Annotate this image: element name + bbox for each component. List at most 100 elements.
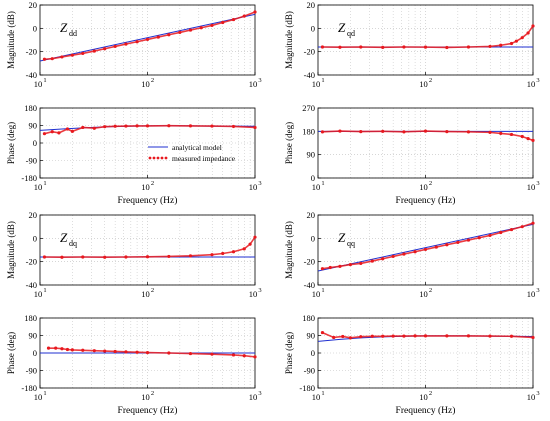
axes-box — [39, 107, 256, 179]
y-tick-label: -20 — [304, 47, 315, 57]
measured-series — [320, 24, 535, 50]
x-tick-exponent: 1 — [43, 287, 46, 294]
y-tick-label: -90 — [26, 156, 37, 166]
y-axis-label: Phase (deg) — [284, 122, 294, 164]
measured-trace — [44, 11, 256, 61]
measured-trace — [322, 331, 534, 339]
x-axis-label: Frequency (Hz) — [118, 195, 178, 206]
axes-box — [39, 214, 256, 286]
y-axis-label: Magnitude (dB) — [284, 221, 294, 279]
y-tick-label: -90 — [304, 366, 315, 376]
x-tick-exponent: 3 — [258, 77, 261, 84]
x-tick-label: 10 — [141, 182, 150, 192]
y-tick-label: -20 — [26, 47, 37, 57]
x-tick-exponent: 3 — [258, 180, 261, 187]
legend-analytical-label: analytical model — [172, 143, 222, 152]
x-tick-label: 10 — [527, 182, 536, 192]
measured-trace — [322, 25, 534, 49]
y-tick-label: -180 — [21, 173, 37, 183]
y-tick-label: 90 — [29, 121, 38, 131]
measured-series — [42, 124, 257, 136]
x-tick-label: 10 — [312, 182, 321, 192]
x-tick-exponent: 2 — [151, 77, 154, 84]
x-axis-label: Frequency (Hz) — [118, 405, 178, 416]
x-tick-label: 10 — [141, 79, 150, 89]
measured-trace — [48, 347, 256, 358]
y-tick-label: -40 — [26, 280, 37, 290]
x-tick-label: 10 — [419, 79, 428, 89]
x-tick-exponent: 1 — [43, 390, 46, 397]
x-tick-exponent: 1 — [321, 77, 324, 84]
panel-name: Z — [338, 230, 346, 245]
y-tick-label: -180 — [21, 383, 37, 393]
y-tick-label: -40 — [304, 280, 315, 290]
y-tick-label: 20 — [29, 0, 38, 10]
y-axis-label: Phase (deg) — [6, 332, 16, 374]
x-tick-label: 10 — [34, 392, 43, 402]
y-axis-label: Magnitude (dB) — [6, 11, 16, 69]
x-tick-label: 10 — [312, 79, 321, 89]
y-tick-label: -20 — [26, 257, 37, 267]
x-axis-label: Frequency (Hz) — [396, 405, 456, 416]
y-tick-label: 90 — [307, 331, 316, 341]
analytical-line — [39, 13, 256, 62]
measured-series — [46, 346, 257, 359]
x-tick-exponent: 2 — [429, 180, 432, 187]
x-tick-exponent: 3 — [536, 180, 539, 187]
y-tick-label: 20 — [307, 0, 316, 10]
x-tick-exponent: 2 — [151, 390, 154, 397]
axes-box — [317, 4, 534, 76]
x-tick-exponent: 2 — [151, 287, 154, 294]
legend-measured-swatch — [164, 156, 168, 160]
x-tick-label: 10 — [249, 182, 258, 192]
y-tick-label: 180 — [24, 103, 37, 113]
x-tick-exponent: 3 — [536, 77, 539, 84]
measured-series — [320, 129, 535, 143]
x-tick-exponent: 3 — [258, 287, 261, 294]
measured-trace — [322, 222, 534, 270]
legend: analytical model measured impedance — [148, 143, 236, 163]
y-tick-label: 0 — [33, 138, 37, 148]
x-tick-label: 10 — [249, 79, 258, 89]
legend-measured-swatch — [148, 156, 152, 160]
y-tick-label: 0 — [33, 348, 37, 358]
panel-name-sub: qd — [347, 29, 355, 38]
y-tick-label: 0 — [311, 23, 315, 33]
x-tick-exponent: 1 — [43, 77, 46, 84]
x-tick-label: 10 — [419, 289, 428, 299]
axes-box — [317, 107, 534, 179]
measured-series — [42, 10, 257, 61]
y-tick-label: -40 — [304, 70, 315, 80]
panel-name: Z — [60, 230, 68, 245]
y-tick-label: -180 — [299, 383, 315, 393]
y-tick-label: 0 — [311, 173, 315, 183]
y-tick-label: 180 — [302, 126, 315, 136]
y-tick-label: 90 — [29, 331, 38, 341]
panel-name-sub: dq — [69, 239, 77, 248]
y-tick-label: 20 — [307, 210, 316, 220]
y-tick-label: 20 — [29, 210, 38, 220]
y-tick-label: 0 — [33, 233, 37, 243]
x-tick-exponent: 2 — [151, 180, 154, 187]
x-tick-exponent: 3 — [258, 390, 261, 397]
x-tick-exponent: 1 — [321, 180, 324, 187]
x-tick-label: 10 — [34, 79, 43, 89]
legend-measured-label: measured impedance — [172, 154, 236, 163]
x-tick-label: 10 — [527, 79, 536, 89]
legend-measured-swatch — [152, 156, 156, 160]
x-tick-exponent: 3 — [536, 390, 539, 397]
x-tick-label: 10 — [312, 392, 321, 402]
x-tick-label: 10 — [419, 182, 428, 192]
measured-series — [320, 221, 535, 271]
measured-trace — [44, 236, 256, 259]
x-tick-label: 10 — [34, 289, 43, 299]
measured-trace — [44, 124, 256, 135]
y-tick-label: 90 — [307, 150, 316, 160]
x-tick-label: 10 — [34, 182, 43, 192]
legend-measured-swatch — [156, 156, 160, 160]
